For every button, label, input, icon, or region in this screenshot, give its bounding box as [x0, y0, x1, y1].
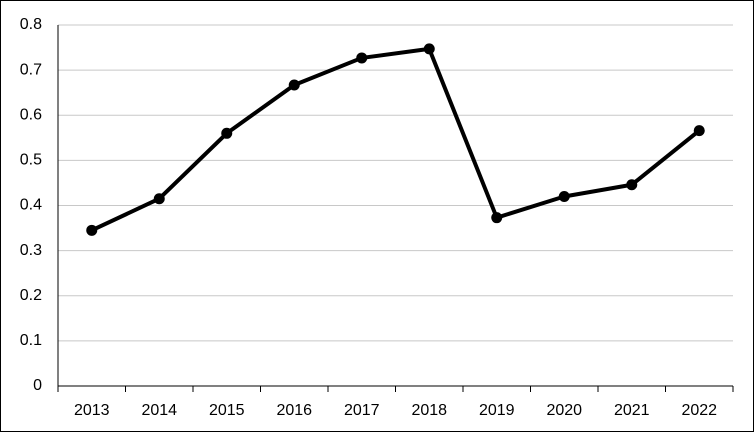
- line: [90, 46, 701, 233]
- y-tick-label: 0.4: [20, 197, 42, 214]
- marker: [153, 193, 165, 205]
- x-tick-label: 2021: [614, 402, 650, 419]
- marker: [558, 190, 570, 202]
- marker: [491, 212, 503, 224]
- marker: [356, 52, 368, 64]
- marker: [423, 43, 435, 55]
- marker: [86, 224, 98, 236]
- x-tick-label: 2013: [74, 402, 110, 419]
- x-tick-label: 2022: [681, 402, 717, 419]
- x-tick-label: 2019: [479, 402, 515, 419]
- marker: [221, 127, 233, 139]
- x-tick-label: 2017: [344, 402, 380, 419]
- y-tick-label: 0.1: [20, 332, 42, 349]
- y-tick-label: 0: [33, 377, 42, 394]
- marker: [288, 79, 300, 91]
- x-tick-label: 2018: [411, 402, 447, 419]
- x-tick-label: 2014: [141, 402, 177, 419]
- marker: [693, 125, 705, 137]
- y-tick-label: 0.8: [20, 16, 42, 33]
- marker: [626, 179, 638, 191]
- x-tick-label: 2020: [546, 402, 582, 419]
- y-tick-label: 0.2: [20, 287, 42, 304]
- y-tick-label: 0.3: [20, 242, 42, 259]
- y-tick-label: 0.6: [20, 106, 42, 123]
- x-tick-label: 2015: [209, 402, 245, 419]
- y-tick-label: 0.7: [20, 61, 42, 78]
- y-tick-label: 0.5: [20, 152, 42, 169]
- x-tick-label: 2016: [276, 402, 312, 419]
